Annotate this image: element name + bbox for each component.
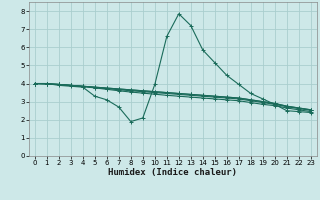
- X-axis label: Humidex (Indice chaleur): Humidex (Indice chaleur): [108, 168, 237, 177]
